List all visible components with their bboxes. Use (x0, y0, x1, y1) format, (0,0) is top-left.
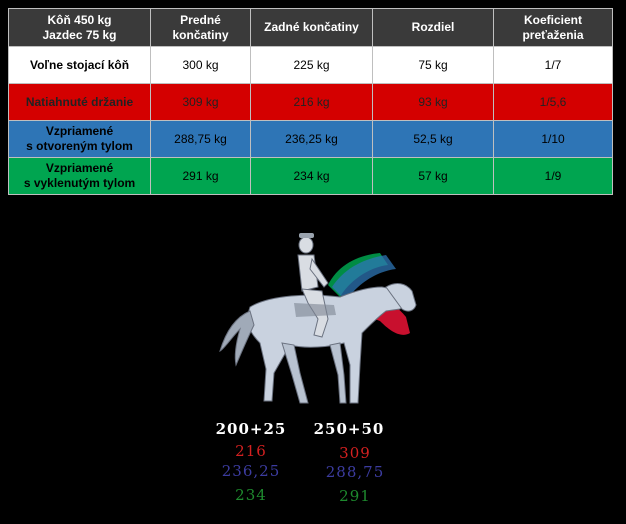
header-coef-line2: preťaženia (522, 27, 584, 42)
rear-load-blue: 236,25 (221, 462, 281, 480)
row-label-line1: Vzpriamené (45, 161, 114, 175)
horse-body (247, 286, 407, 404)
rear-load-red: 216 (235, 442, 267, 460)
header-horse-weight: Kôň 450 kg (47, 12, 112, 27)
rear-base-load: 200+25 (215, 420, 287, 438)
coef-value: 1/5,6 (493, 83, 613, 121)
row-label-line1: Natiahnuté držanie (25, 94, 134, 109)
header-front-legs: Predné končatiny (150, 8, 251, 47)
table-row: Natiahnuté držanie 309 kg 216 kg 93 kg 1… (8, 83, 613, 121)
load-distribution-table: Kôň 450 kg Jazdec 75 kg Predné končatiny… (8, 8, 613, 195)
neck-blue-posture (332, 255, 396, 301)
rear-load-green: 234 (235, 486, 267, 504)
table-row: Vzpriamené s otvoreným tylom 288,75 kg 23… (8, 120, 613, 158)
coef-value: 1/7 (493, 46, 613, 84)
header-overload-coefficient: Koeficient preťaženia (493, 8, 613, 47)
front-value: 291 kg (150, 157, 251, 195)
front-value: 288,75 kg (150, 120, 251, 158)
row-label: Vzpriamené s vyklenutým tylom (8, 157, 151, 195)
header-rear-legs: Zadné končatiny (250, 8, 373, 47)
row-label: Natiahnuté držanie (8, 83, 151, 121)
horse-fore-leg (329, 342, 347, 404)
row-label-line2: s vyklenutým tylom (23, 176, 136, 190)
coef-value: 1/10 (493, 120, 613, 158)
table-row: Vzpriamené s vyklenutým tylom 291 kg 234 … (8, 157, 613, 195)
front-load-red: 309 (339, 444, 371, 462)
diff-value: 93 kg (372, 83, 494, 121)
horse-and-rider-illustration (219, 233, 417, 404)
header-horse-rider: Kôň 450 kg Jazdec 75 kg (8, 8, 151, 47)
diff-value: 57 kg (372, 157, 494, 195)
table-row: Voľne stojací kôň 300 kg 225 kg 75 kg 1/… (8, 46, 613, 84)
horse-head (385, 283, 417, 312)
diff-value: 75 kg (372, 46, 494, 84)
front-base-load: 250+50 (313, 420, 385, 438)
front-value: 309 kg (150, 83, 251, 121)
row-label-line1: Voľne stojací kôň (29, 57, 130, 72)
coef-value: 1/9 (493, 157, 613, 195)
rear-value: 225 kg (250, 46, 373, 84)
header-front-line2: končatiny (172, 27, 229, 42)
saddle (294, 303, 336, 317)
rider-arm (309, 257, 329, 288)
diff-value: 52,5 kg (372, 120, 494, 158)
header-rear-line1: Zadné končatiny (264, 20, 359, 34)
rear-value: 236,25 kg (250, 120, 373, 158)
front-value: 300 kg (150, 46, 251, 84)
row-label: Vzpriamené s otvoreným tylom (8, 120, 151, 158)
rear-value: 234 kg (250, 157, 373, 195)
horse-tail (219, 310, 255, 367)
rear-value: 216 kg (250, 83, 373, 121)
header-difference: Rozdiel (372, 8, 494, 47)
header-rider-weight: Jazdec 75 kg (42, 27, 117, 42)
table-header-row: Kôň 450 kg Jazdec 75 kg Predné končatiny… (8, 8, 613, 47)
front-load-green: 291 (339, 487, 371, 505)
row-label-line2: s otvoreným tylom (26, 139, 133, 153)
rider-head (298, 236, 314, 254)
header-diff-line1: Rozdiel (411, 20, 455, 34)
header-front-line1: Predné (180, 12, 221, 27)
front-load-blue: 288,75 (325, 463, 385, 481)
header-coef-line1: Koeficient (523, 12, 582, 27)
horse-hind-leg (281, 342, 309, 404)
row-label: Voľne stojací kôň (8, 46, 151, 84)
row-label-line1: Vzpriamené (45, 124, 114, 138)
rider-helmet (299, 233, 314, 238)
